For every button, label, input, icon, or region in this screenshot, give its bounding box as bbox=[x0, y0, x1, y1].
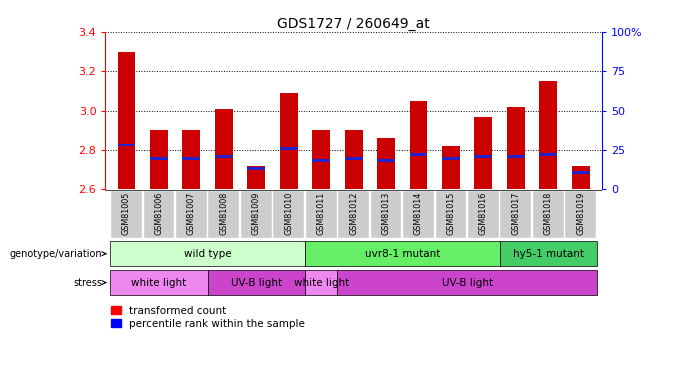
Bar bbox=[150, 157, 168, 160]
Text: GSM81006: GSM81006 bbox=[154, 192, 163, 235]
Bar bbox=[345, 157, 362, 160]
Text: GSM81015: GSM81015 bbox=[447, 192, 456, 235]
Bar bbox=[500, 191, 531, 238]
Bar bbox=[565, 191, 596, 238]
Bar bbox=[182, 130, 201, 189]
Bar bbox=[539, 81, 557, 189]
Bar bbox=[371, 191, 401, 238]
Bar bbox=[435, 191, 466, 238]
Bar bbox=[215, 109, 233, 189]
Bar bbox=[273, 191, 304, 238]
Text: GSM81016: GSM81016 bbox=[479, 192, 488, 235]
Bar bbox=[312, 159, 330, 162]
Text: UV-B light: UV-B light bbox=[231, 278, 282, 288]
Text: GSM81011: GSM81011 bbox=[317, 192, 326, 235]
Bar bbox=[475, 117, 492, 189]
Bar bbox=[248, 167, 265, 170]
Bar bbox=[442, 157, 460, 160]
Bar bbox=[377, 138, 395, 189]
Text: GSM81008: GSM81008 bbox=[220, 192, 228, 235]
Legend: transformed count, percentile rank within the sample: transformed count, percentile rank withi… bbox=[111, 306, 305, 329]
Text: stress: stress bbox=[73, 278, 106, 288]
Bar bbox=[176, 191, 207, 238]
Bar bbox=[507, 106, 525, 189]
Text: GSM81013: GSM81013 bbox=[381, 192, 390, 235]
Bar bbox=[215, 155, 233, 158]
Text: uvr8-1 mutant: uvr8-1 mutant bbox=[364, 249, 440, 259]
Text: GSM81010: GSM81010 bbox=[284, 192, 293, 235]
Bar bbox=[338, 191, 369, 238]
Bar bbox=[208, 191, 239, 238]
Bar bbox=[248, 166, 265, 189]
Bar bbox=[409, 153, 428, 156]
Text: white light: white light bbox=[131, 278, 186, 288]
Text: GSM81014: GSM81014 bbox=[414, 192, 423, 235]
Bar bbox=[468, 191, 499, 238]
Text: GSM81007: GSM81007 bbox=[187, 192, 196, 235]
Text: genotype/variation: genotype/variation bbox=[10, 249, 106, 259]
Bar bbox=[572, 171, 590, 174]
Bar bbox=[345, 130, 362, 189]
Bar bbox=[305, 241, 500, 266]
Bar bbox=[475, 155, 492, 158]
Bar bbox=[279, 147, 298, 150]
Bar bbox=[143, 191, 174, 238]
Bar bbox=[182, 157, 201, 160]
Bar bbox=[118, 52, 135, 189]
Text: GSM81009: GSM81009 bbox=[252, 192, 260, 235]
Bar bbox=[150, 130, 168, 189]
Bar bbox=[403, 191, 434, 238]
Bar bbox=[312, 130, 330, 189]
Bar bbox=[207, 270, 305, 295]
Bar bbox=[409, 101, 428, 189]
Bar bbox=[305, 270, 337, 295]
Bar bbox=[110, 270, 207, 295]
Bar bbox=[442, 146, 460, 189]
Text: GSM81018: GSM81018 bbox=[544, 192, 553, 235]
Bar bbox=[377, 159, 395, 162]
Text: hy5-1 mutant: hy5-1 mutant bbox=[513, 249, 583, 259]
Bar bbox=[533, 191, 564, 238]
Bar bbox=[507, 155, 525, 158]
Bar bbox=[306, 191, 337, 238]
Bar bbox=[110, 241, 305, 266]
Text: GSM81012: GSM81012 bbox=[349, 192, 358, 235]
Bar bbox=[337, 270, 597, 295]
Text: wild type: wild type bbox=[184, 249, 231, 259]
Bar bbox=[279, 93, 298, 189]
Text: UV-B light: UV-B light bbox=[441, 278, 493, 288]
Text: GSM81005: GSM81005 bbox=[122, 192, 131, 235]
Bar bbox=[572, 166, 590, 189]
Bar bbox=[241, 191, 272, 238]
Bar bbox=[111, 191, 142, 238]
Bar bbox=[500, 241, 597, 266]
Text: GSM81019: GSM81019 bbox=[576, 192, 585, 235]
Bar bbox=[118, 144, 135, 146]
Title: GDS1727 / 260649_at: GDS1727 / 260649_at bbox=[277, 17, 430, 31]
Text: white light: white light bbox=[294, 278, 349, 288]
Text: GSM81017: GSM81017 bbox=[511, 192, 520, 235]
Bar bbox=[539, 153, 557, 156]
